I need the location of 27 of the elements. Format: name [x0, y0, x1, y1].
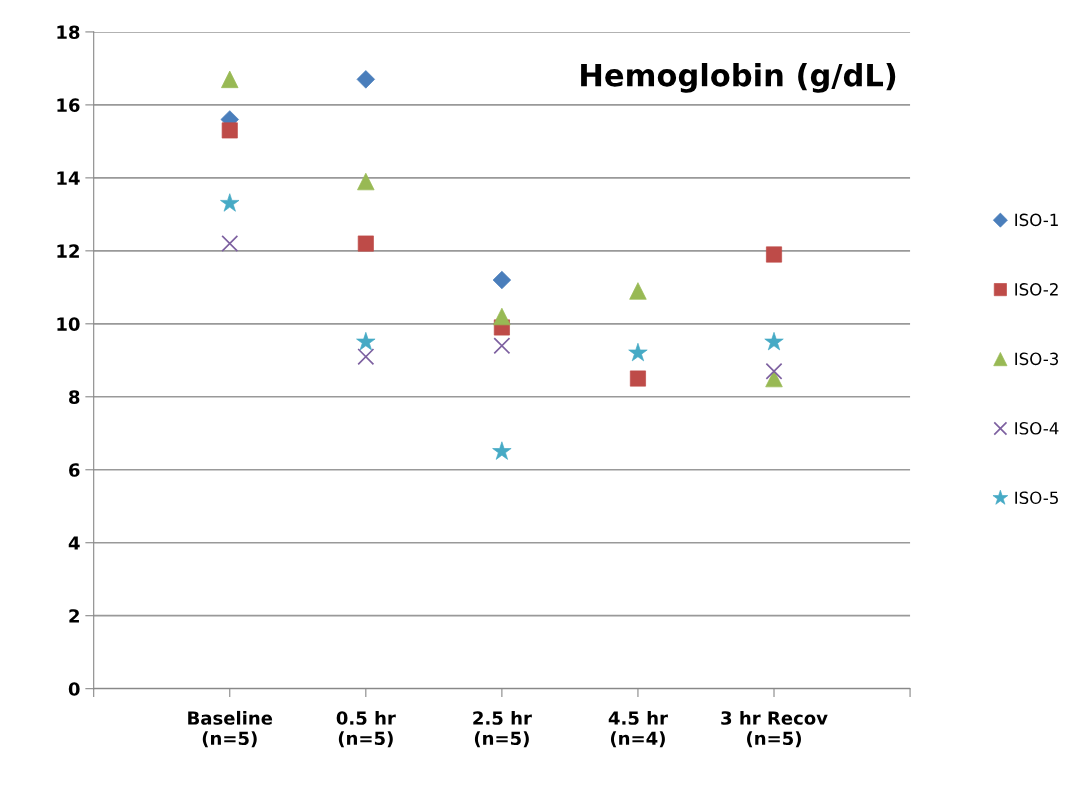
- text: Hemoglobin (g/dL): [581, 62, 896, 93]
- legend-label: ISO-1: [1015, 213, 1058, 227]
- x-tick-label: 2.5 hr (n=5): [473, 710, 532, 748]
- point: [766, 246, 782, 263]
- point: [765, 362, 783, 380]
- y-tick-label: 0: [68, 682, 80, 696]
- point: [493, 337, 511, 355]
- point: [221, 235, 239, 253]
- point: [357, 348, 375, 366]
- x-tick-label: Baseline (n=5): [188, 710, 273, 748]
- y-tick-label: 2: [69, 609, 79, 623]
- y-tick-label: 18: [57, 25, 80, 40]
- legend-label: ISO-2: [1015, 283, 1058, 296]
- y-tick-label: 10: [57, 317, 80, 331]
- x-tick-label: 3 hr Recov (n=5): [721, 710, 828, 748]
- y-tick-label: 8: [69, 390, 80, 404]
- y-tick-label: 16: [57, 98, 80, 113]
- legend-label: ISO-5: [1015, 491, 1058, 505]
- y-tick-label: 4: [68, 536, 80, 550]
- x-tick-label: 0.5 hr (n=5): [336, 710, 396, 748]
- point: [629, 370, 646, 387]
- x-tick-label: 4.5 hr (n=4): [608, 710, 668, 748]
- y-tick-label: 6: [69, 463, 80, 477]
- y-tick-label: 14: [57, 171, 80, 185]
- legend-label: ISO-4: [1015, 421, 1059, 435]
- y-tick-label: 12: [57, 244, 79, 258]
- legend-label: ISO-3: [1015, 352, 1059, 366]
